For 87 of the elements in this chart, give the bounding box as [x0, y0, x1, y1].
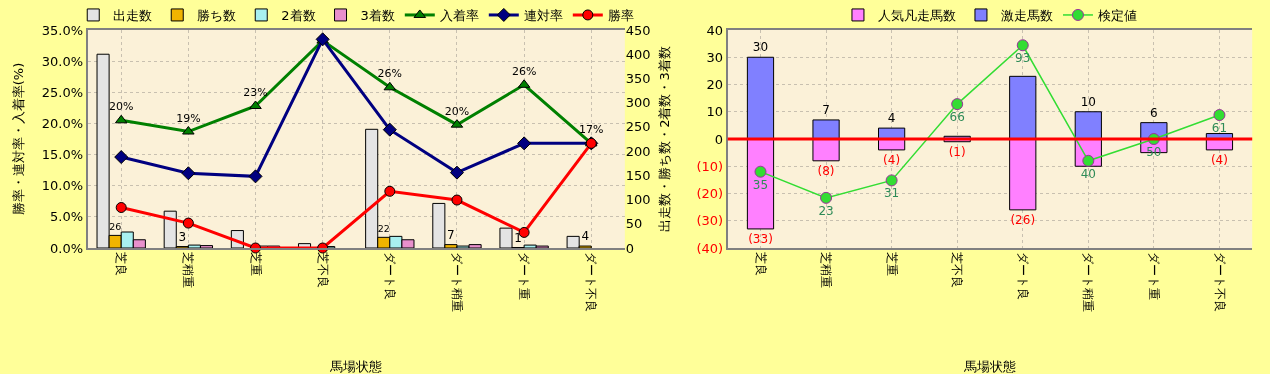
data-label: 4 [581, 229, 590, 244]
data-label: 19% [176, 111, 201, 125]
x-tick-label: 芝不良 [315, 252, 330, 289]
data-label: 1 [514, 230, 522, 245]
data-label: 22 [377, 222, 390, 234]
x-axis-title: 馬場状態 [962, 359, 1016, 374]
y-tick-label: 0 [714, 131, 724, 147]
data-label: 17% [579, 123, 604, 137]
data-label: 26% [377, 67, 403, 81]
y-tick-label: 30 [706, 49, 724, 65]
y-tick-label: 20.0% [41, 115, 84, 131]
x-tick-label: 芝不良 [950, 252, 965, 289]
data-label: 20% [444, 104, 470, 118]
y-tick-label: 10 [706, 104, 724, 120]
y-axis-title: 勝率・連対率・入着率(%) [11, 62, 27, 216]
x-tick-label: 芝良 [114, 252, 129, 277]
legend-label: 勝率 [607, 8, 634, 24]
x-tick-label: 芝重 [248, 252, 263, 277]
y-tick-label: (30) [696, 213, 724, 229]
y2-tick-label: 100 [625, 192, 651, 208]
y-tick-label: (40) [696, 240, 724, 256]
y-tick-label: 20 [706, 77, 724, 93]
data-label: 26% [511, 64, 537, 78]
y2-tick-label: 200 [625, 143, 651, 159]
y-tick-label: (20) [696, 186, 724, 202]
data-label: 93 [1015, 51, 1031, 66]
y2-tick-label: 50 [625, 216, 643, 232]
y2-tick-label: 400 [625, 46, 651, 62]
y-tick-label: 40 [706, 22, 724, 38]
legend-label: 連対率 [523, 8, 563, 24]
data-label: 66 [949, 110, 965, 124]
data-label: (8) [817, 163, 835, 178]
x-tick-label: 芝稍重 [819, 252, 834, 289]
y2-tick-label: 450 [625, 22, 651, 38]
data-label: (33) [748, 231, 773, 246]
data-label: 3 [178, 229, 187, 244]
legend-label: 勝ち数 [197, 8, 237, 24]
legend-label: 入着率 [439, 8, 479, 24]
y-tick-label: 15.0% [41, 147, 84, 163]
data-label: 26 [109, 221, 122, 233]
legend-label: 3着数 [360, 8, 395, 24]
x-tick-label: 芝重 [884, 252, 899, 277]
legend-label: 2着数 [281, 8, 316, 24]
y2-tick-label: 300 [625, 95, 651, 111]
y2-tick-label: 250 [625, 119, 651, 135]
x-tick-label: ダート不良 [584, 252, 599, 313]
y-tick-label: 10.0% [41, 178, 84, 194]
y2-tick-label: 0 [625, 240, 635, 256]
x-tick-label: ダート良 [1015, 252, 1030, 301]
legend-label: 激走馬数 [1000, 8, 1053, 24]
y2-tick-label: 150 [625, 167, 651, 183]
x-tick-label: ダート不良 [1212, 252, 1227, 313]
x-tick-label: ダート重 [517, 252, 532, 301]
y-tick-label: (10) [696, 158, 724, 174]
y2-axis-title: 出走数・勝ち数・2着数・3着数 [657, 46, 673, 232]
y-tick-label: 25.0% [41, 84, 84, 100]
legend-label: 人気凡走馬数 [877, 8, 956, 24]
data-label: (4) [1210, 152, 1228, 167]
data-label: (4) [883, 152, 901, 167]
data-label: 61 [1211, 120, 1228, 135]
data-label: 4 [887, 111, 896, 126]
data-label: (26) [1010, 212, 1036, 227]
x-tick-label: ダート稍重 [450, 252, 465, 313]
data-label: 6 [1150, 105, 1158, 120]
data-label: (1) [948, 144, 966, 159]
data-label: 10 [1080, 94, 1096, 109]
y-tick-label: 5.0% [50, 209, 84, 225]
data-label: 40 [1080, 166, 1096, 181]
y-tick-label: 30.0% [41, 53, 84, 69]
legend-label: 出走数 [113, 8, 153, 24]
x-tick-label: ダート良 [382, 252, 397, 301]
y2-tick-label: 350 [625, 70, 651, 86]
legend-label: 検定値 [1097, 8, 1137, 24]
x-tick-label: 芝稍重 [181, 252, 196, 289]
x-axis-title: 馬場状態 [329, 359, 383, 374]
data-label: 31 [883, 186, 900, 201]
x-tick-label: ダート稍重 [1081, 252, 1096, 313]
y-tick-label: 0.0% [50, 240, 84, 256]
data-label: 7 [822, 102, 830, 117]
y-tick-label: 35.0% [41, 22, 84, 38]
x-tick-label: 芝良 [753, 252, 768, 277]
data-label: 35 [752, 177, 769, 192]
data-label: 30 [752, 40, 769, 55]
data-label: 7 [447, 227, 455, 242]
x-tick-label: ダート重 [1146, 252, 1161, 301]
data-label: 23 [818, 203, 834, 218]
data-label: 23% [243, 85, 268, 99]
